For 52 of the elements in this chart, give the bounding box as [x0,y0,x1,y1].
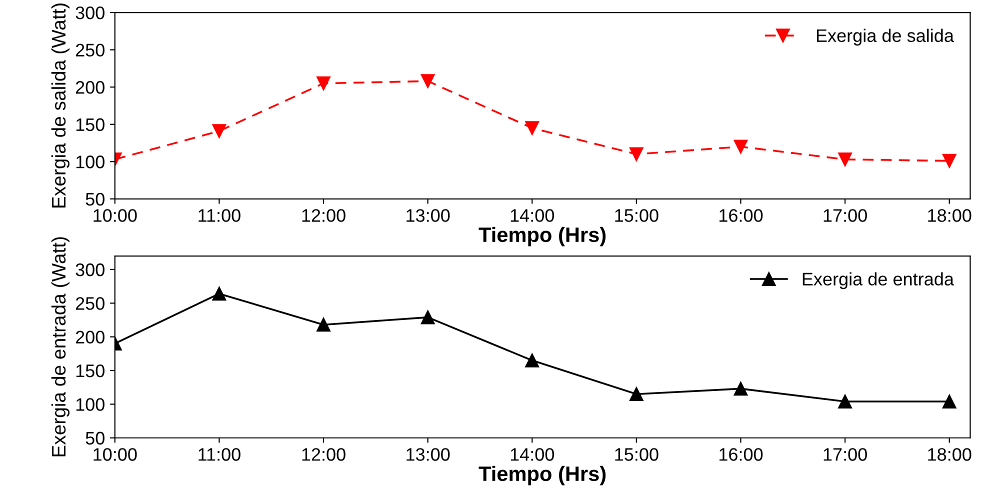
x-tick-label: 16:00 [720,209,763,222]
point [629,387,644,402]
x-tick-label: 12:00 [302,448,346,461]
y-tick-label: 50 [86,432,104,445]
x-tick-label: 10:00 [94,448,137,461]
y-tick-label: 200 [76,81,104,94]
point [420,310,435,324]
legend-label: Exergia de entrada [802,272,954,290]
point [525,121,540,136]
y-axis-title: Exergia de salida (Watt) [51,4,70,208]
point [525,353,540,368]
point [942,154,956,168]
x-tick-label: 13:00 [406,209,450,222]
x-tick-label: 13:00 [406,448,450,461]
y-tick-label: 150 [76,118,104,132]
point [316,318,330,332]
x-tick-label: 11:00 [198,448,240,461]
x-axis-title: Tiempo (Hrs) [478,466,606,486]
point [629,147,644,162]
x-tick-label: 14:00 [510,209,554,222]
x-tick-label: 18:00 [928,209,972,222]
point [420,74,435,88]
point [734,382,748,396]
x-tick-label: 18:00 [928,448,972,461]
x-tick-label: 10:00 [94,209,137,222]
y-axis-title: Exergia de entrada (Watt) [51,237,70,456]
y-tick-label: 250 [76,297,104,310]
y-tick-label: 50 [86,192,104,206]
point [212,286,226,301]
point [942,394,956,408]
y-tick-label: 100 [76,156,104,168]
y-tick-label: 150 [76,364,104,378]
point [838,152,852,166]
x-tick-label: 14:00 [510,448,554,461]
point [734,140,748,154]
y-tick-label: 200 [76,330,104,344]
x-tick-label: 15:00 [615,209,658,222]
point [212,124,226,138]
y-tick-label: 100 [76,398,104,411]
x-axis-title: Tiempo (Hrs) [478,226,606,246]
legend-label: Exergia de salida [816,28,954,46]
y-tick-label: 250 [76,44,104,57]
point [838,394,852,408]
x-tick-label: 16:00 [720,448,763,461]
y-tick-label: 300 [76,6,104,20]
x-tick-label: 17:00 [824,209,867,222]
x-tick-label: 15:00 [615,448,658,461]
y-tick-label: 300 [76,263,104,276]
x-tick-label: 11:00 [198,209,240,222]
x-tick-label: 12:00 [302,209,346,222]
x-tick-label: 17:00 [824,448,867,461]
point [316,76,330,90]
